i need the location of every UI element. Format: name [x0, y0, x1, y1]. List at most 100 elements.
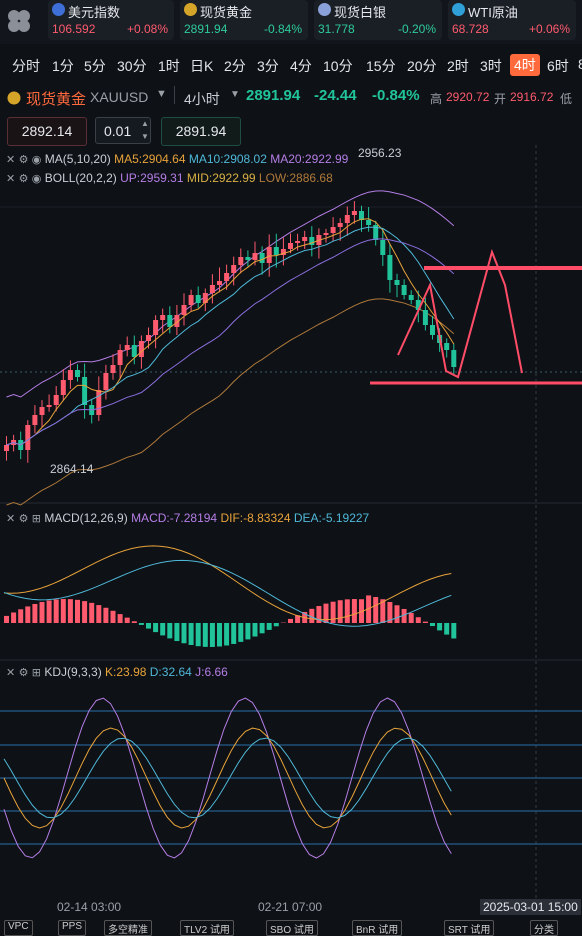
low-price-mark: 2864.14 [50, 462, 93, 476]
candle-body [103, 373, 108, 390]
candle-body [167, 315, 172, 327]
symbol-code: XAUUSD [90, 89, 148, 105]
lot-increase-icon[interactable]: ▲ [141, 119, 149, 128]
macd-histogram-bar [430, 623, 435, 626]
ticker-price: 2891.94 [184, 22, 227, 36]
ma5-line [7, 219, 454, 445]
lot-decrease-icon[interactable]: ▼ [141, 132, 149, 141]
timeframe-tab[interactable]: 4分 [290, 56, 312, 76]
indicator-tab[interactable]: VPC [4, 920, 33, 936]
timeframe-tab[interactable]: 2时 [447, 56, 469, 76]
boll-up-value: UP:2959.31 [120, 171, 183, 185]
candle-body [352, 211, 357, 215]
visibility-icon[interactable]: ◉ [32, 173, 42, 185]
timeframe-tab[interactable]: 3时 [480, 56, 502, 76]
low-label: 低 [560, 90, 572, 107]
settings-icon[interactable]: ⚙ [19, 173, 29, 185]
candle-body [210, 285, 215, 293]
us-flag-icon [52, 3, 65, 16]
macd-histogram-bar [224, 623, 229, 645]
timeframe-tab[interactable]: 1时 [158, 56, 180, 76]
macd-histogram-bar [139, 623, 144, 625]
expand-icon[interactable]: ⊞ [32, 513, 41, 525]
timeframe-tab[interactable]: 8 [578, 56, 582, 72]
macd-histogram-bar [25, 606, 30, 623]
macd-histogram-bar [288, 619, 293, 623]
macd-histogram-bar [118, 614, 123, 623]
ticker-card[interactable]: 美元指数 106.592 +0.08% [48, 0, 174, 40]
candle-body [302, 237, 307, 241]
indicator-tab[interactable]: PPS [58, 920, 86, 936]
timeframe-tab[interactable]: 2分 [224, 56, 246, 76]
candle-body [196, 295, 201, 303]
settings-icon[interactable]: ⚙ [19, 667, 29, 679]
period-selector[interactable]: 4小时 [184, 89, 220, 109]
candle-body [32, 415, 37, 425]
macd-histogram-bar [260, 623, 265, 633]
settings-icon[interactable]: ⚙ [19, 513, 29, 525]
ticker-change: +0.06% [529, 22, 570, 36]
ticker-name: 现货黄金 [200, 2, 252, 21]
indicator-tab[interactable]: 分类 [530, 920, 558, 936]
candle-body [118, 350, 123, 365]
divider [174, 86, 175, 104]
ticker-change: -0.20% [398, 22, 436, 36]
ticker-card[interactable]: 现货白银 31.778 -0.20% [314, 0, 442, 40]
timeframe-tab[interactable]: 15分 [366, 56, 396, 76]
timeframe-tab[interactable]: 30分 [117, 56, 147, 76]
macd-histogram-bar [274, 623, 279, 626]
settings-icon[interactable]: ⚙ [19, 154, 29, 166]
timeframe-tab[interactable]: 日K [190, 56, 213, 76]
timeframe-tab[interactable]: 1分 [52, 56, 74, 76]
macd-histogram-bar [111, 611, 116, 623]
visibility-icon[interactable]: ◉ [32, 154, 42, 166]
timeframe-tab[interactable]: 20分 [407, 56, 437, 76]
expand-icon[interactable]: ⊞ [32, 667, 41, 679]
indicator-tab[interactable]: 多空精准 [104, 920, 152, 936]
timeframe-tab[interactable]: 6时 [547, 56, 569, 76]
j-value: J:6.66 [195, 665, 228, 679]
symbol-name[interactable]: 现货黄金 [26, 88, 86, 109]
close-icon[interactable]: ✕ [6, 173, 15, 185]
candle-body [54, 395, 59, 405]
macd-histogram-bar [217, 623, 222, 647]
timeframe-tab[interactable]: 10分 [323, 56, 353, 76]
macd-histogram-bar [331, 602, 336, 623]
macd-histogram-bar [132, 621, 137, 623]
app-menu-icon[interactable] [4, 6, 34, 36]
macd-histogram-bar [231, 623, 236, 644]
close-icon[interactable]: ✕ [6, 667, 15, 679]
close-icon[interactable]: ✕ [6, 513, 15, 525]
macd-value: MACD:-7.28194 [131, 511, 217, 525]
ticker-card[interactable]: WTI原油 68.728 +0.06% [448, 0, 576, 40]
buy-price-button[interactable]: 2891.94 [161, 117, 241, 146]
chevron-down-icon[interactable]: ▼ [156, 88, 167, 100]
candle-body [253, 253, 258, 260]
timeframe-tab[interactable]: 3分 [257, 56, 279, 76]
candle-body [331, 227, 336, 233]
period-dropdown-icon[interactable]: ▼ [230, 89, 240, 100]
indicator-tab[interactable]: BnR 试用 [352, 920, 402, 936]
timeframe-tab[interactable]: 分时 [12, 56, 40, 76]
timeframe-tab[interactable]: 4时 [510, 54, 540, 76]
ticker-card[interactable]: 现货黄金 2891.94 -0.84% [180, 0, 308, 40]
high-price-mark: 2956.23 [358, 146, 401, 160]
candle-body [338, 223, 343, 227]
timeframe-tab[interactable]: 5分 [84, 56, 106, 76]
candle-body [380, 240, 385, 255]
sell-price-button[interactable]: 2892.14 [7, 117, 87, 146]
price-change: -24.44 [314, 87, 357, 104]
macd-histogram-bar [437, 623, 442, 630]
close-icon[interactable]: ✕ [6, 154, 15, 166]
dea-value: DEA:-5.19227 [294, 511, 369, 525]
indicator-tab[interactable]: TLV2 试用 [180, 920, 234, 936]
macd-histogram-bar [189, 623, 194, 645]
ticker-price: 68.728 [452, 22, 489, 36]
dif-value: DIF:-8.83324 [220, 511, 290, 525]
candlestick-chart[interactable] [0, 145, 582, 925]
macd-histogram-bar [75, 600, 80, 623]
indicator-tab[interactable]: SRT 试用 [444, 920, 494, 936]
candle-body [245, 257, 250, 260]
indicator-tab[interactable]: SBO 试用 [266, 920, 318, 936]
macd-histogram-bar [352, 599, 357, 623]
